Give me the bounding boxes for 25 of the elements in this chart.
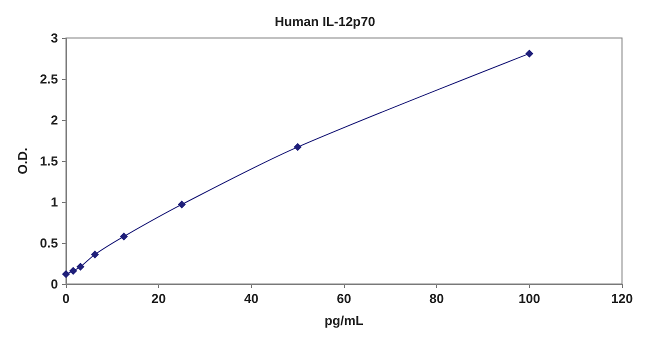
x-tick-label: 100: [518, 291, 540, 306]
point: [178, 200, 186, 208]
point: [120, 232, 128, 240]
x-tick-label: 120: [611, 291, 633, 306]
y-tick-label: 3: [50, 30, 58, 46]
y-tick-label: 0: [50, 276, 58, 292]
point: [90, 250, 99, 258]
x-axis-title: pg/mL: [324, 313, 364, 328]
x-tick-label: 40: [244, 291, 259, 306]
point: [69, 266, 78, 275]
y-tick-label: 1.5: [40, 154, 58, 168]
y-tick-label: 0.5: [40, 236, 58, 250]
chart-title: Human IL-12p70: [274, 14, 376, 29]
point: [76, 262, 84, 271]
point: [525, 50, 534, 58]
point: [294, 143, 302, 152]
y-tick-label: 1: [50, 194, 58, 210]
x-tick-label: 0: [62, 291, 70, 306]
x-tick-label: 20: [151, 291, 166, 306]
point: [62, 270, 70, 278]
x-tick-label: 60: [336, 291, 352, 306]
y-tick-label: 2.5: [40, 72, 58, 86]
y-axis-title: O.D.: [15, 148, 30, 174]
x-tick-label: 80: [429, 291, 444, 306]
y-tick-label: 2: [50, 112, 58, 128]
